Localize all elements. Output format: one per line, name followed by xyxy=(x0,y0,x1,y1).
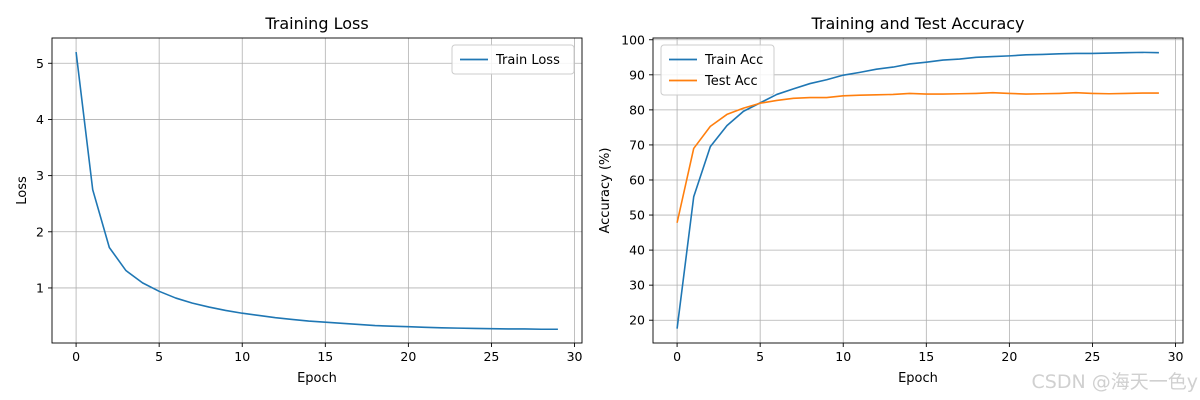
legend-box xyxy=(451,44,575,75)
x-axis-label: Epoch xyxy=(297,371,337,386)
x-tick-label: 5 xyxy=(155,349,163,364)
x-tick-label: 30 xyxy=(1168,349,1184,364)
legend: Train Loss xyxy=(451,44,575,75)
series-line-train-loss xyxy=(75,51,558,331)
y-tick-label: 90 xyxy=(629,67,645,82)
x-tick-label: 25 xyxy=(483,349,499,364)
chart-title: Training Loss xyxy=(264,14,368,33)
y-tick-label: 30 xyxy=(629,278,645,293)
x-tick-label: 15 xyxy=(317,349,333,364)
y-tick-label: 5 xyxy=(36,56,44,71)
x-tick-label: 10 xyxy=(234,349,250,364)
x-tick-label: 5 xyxy=(756,349,764,364)
x-tick-label: 30 xyxy=(567,349,583,364)
y-tick-label: 80 xyxy=(629,102,645,117)
x-tick-label: 0 xyxy=(673,349,681,364)
axes-frame xyxy=(51,37,583,344)
y-tick-label: 3 xyxy=(36,168,44,183)
x-axis-label: Epoch xyxy=(898,371,938,386)
legend-box xyxy=(660,44,775,96)
y-tick-label: 70 xyxy=(629,137,645,152)
legend-label: Train Loss xyxy=(495,53,560,68)
x-tick-label: 15 xyxy=(918,349,934,364)
y-tick-label: 100 xyxy=(621,32,645,47)
x-tick-label: 20 xyxy=(400,349,416,364)
y-tick-label: 50 xyxy=(629,208,645,223)
y-tick-label: 2 xyxy=(36,224,44,239)
x-tick-label: 0 xyxy=(72,349,80,364)
legend-label: Test Acc xyxy=(704,74,758,89)
series-line-test-acc xyxy=(676,91,1159,223)
y-tick-label: 60 xyxy=(629,172,645,187)
chart-title: Training and Test Accuracy xyxy=(810,14,1024,33)
y-tick-label: 20 xyxy=(629,313,645,328)
x-tick-label: 20 xyxy=(1001,349,1017,364)
x-tick-label: 25 xyxy=(1084,349,1100,364)
y-axis-label: Accuracy (%) xyxy=(598,148,613,234)
y-tick-label: 40 xyxy=(629,243,645,258)
training-loss-chart: 0 5 10 15 20 25 30 1 2 3 4 5 Training Loss Epoch Loss T… xyxy=(15,14,583,386)
y-tick-label: 1 xyxy=(36,280,44,295)
x-tick-label: 10 xyxy=(835,349,851,364)
legend-label: Train Acc xyxy=(704,53,763,68)
y-tick-label: 4 xyxy=(36,112,44,127)
watermark: CSDN @海天一色y xyxy=(1032,371,1198,393)
axes-frame xyxy=(652,37,1184,344)
y-axis-label: Loss xyxy=(15,176,30,205)
accuracy-chart: 0 5 10 15 20 25 30 20 30 40 50 60 70 80 90 100 Training … xyxy=(598,14,1184,386)
legend: Train Acc Test Acc xyxy=(660,44,775,96)
